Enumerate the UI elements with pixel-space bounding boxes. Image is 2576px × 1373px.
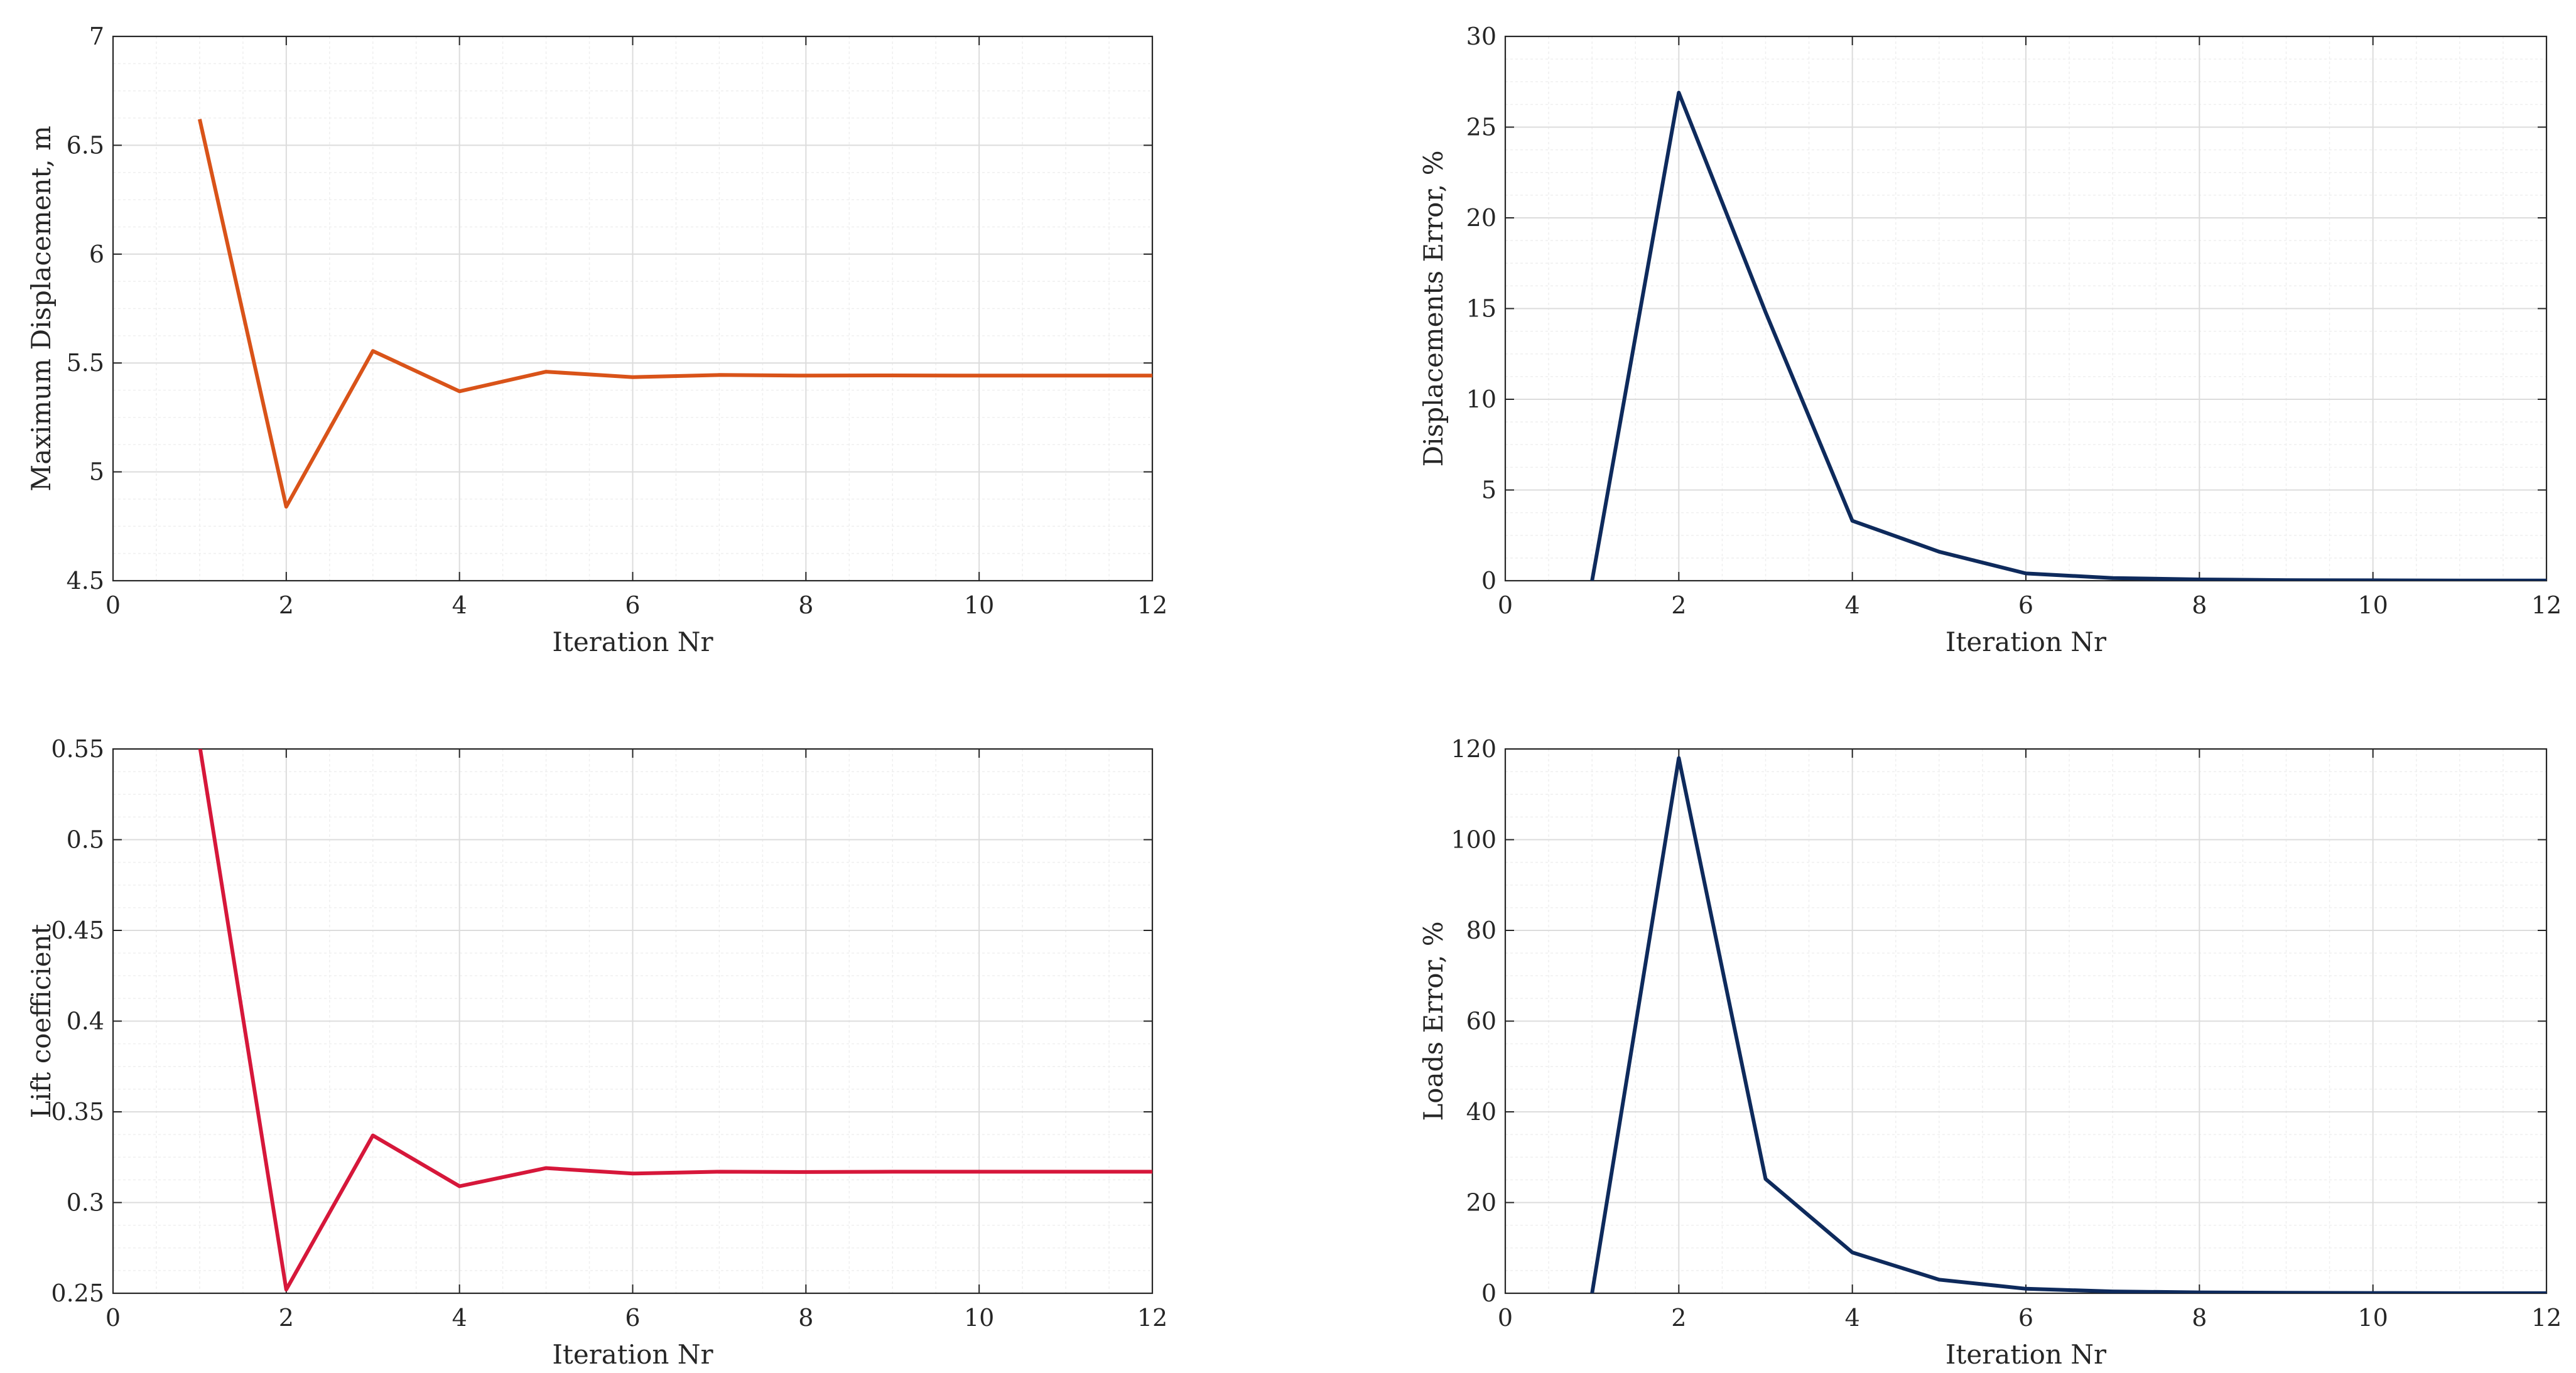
y-axis-label: Displacements Error, % <box>1418 150 1449 466</box>
y-tick-label: 0.45 <box>51 917 104 944</box>
y-tick-label: 0.35 <box>51 1098 104 1126</box>
x-tick-label: 2 <box>1671 1304 1686 1332</box>
y-tick-label: 100 <box>1451 826 1496 854</box>
x-tick-label: 12 <box>2531 591 2562 619</box>
x-axis-label: Iteration Nr <box>552 627 713 657</box>
chart-1: 0 2 4 6 8 10 12 4.5 5 5.5 6 6.5 7 Iteration Nr Maximum… <box>26 23 1167 657</box>
x-tick-label: 6 <box>2018 1304 2033 1332</box>
x-tick-label: 8 <box>2192 1304 2207 1332</box>
chart-3: 0 2 4 6 8 10 12 0.25 0.3 0.35 0.4 0.45 0.5 0.55 Iterat… <box>26 735 1167 1370</box>
y-tick-label: 5 <box>89 458 104 486</box>
x-axis-label: Iteration Nr <box>552 1339 713 1370</box>
chart-2: 0 2 4 6 8 10 12 0 5 10 15 20 25 30 Iteration Nr Displac… <box>1418 23 2562 657</box>
y-axis-label: Maximum Displacement, m <box>26 126 57 492</box>
x-tick-label: 2 <box>279 591 294 619</box>
series-line <box>197 119 1152 509</box>
y-tick-label: 0.5 <box>67 826 104 854</box>
x-tick-label: 0 <box>1498 1304 1513 1332</box>
y-tick-label: 7 <box>89 23 104 50</box>
x-tick-label: 12 <box>1137 591 1167 619</box>
y-tick-label: 4.5 <box>67 567 104 595</box>
x-tick-label: 6 <box>625 591 640 619</box>
x-tick-label: 10 <box>964 591 994 619</box>
y-tick-label: 0.25 <box>51 1279 104 1307</box>
y-tick-label: 0 <box>1481 567 1496 595</box>
y-tick-label: 6 <box>89 240 104 268</box>
y-axis-label: Lift coefficient <box>26 923 57 1118</box>
x-tick-label: 10 <box>2357 1304 2388 1332</box>
x-tick-label: 12 <box>2531 1304 2562 1332</box>
x-tick-label: 2 <box>279 1304 294 1332</box>
x-tick-label: 4 <box>1845 591 1860 619</box>
x-tick-label: 10 <box>2357 591 2388 619</box>
x-tick-label: 0 <box>106 591 121 619</box>
y-tick-label: 120 <box>1451 735 1496 763</box>
x-tick-label: 6 <box>2018 591 2033 619</box>
x-tick-label: 10 <box>964 1304 994 1332</box>
y-tick-label: 15 <box>1466 295 1496 323</box>
y-tick-label: 0.4 <box>67 1008 104 1035</box>
y-tick-label: 25 <box>1466 114 1496 141</box>
y-tick-label: 80 <box>1466 917 1496 944</box>
y-tick-label: 0.55 <box>51 735 104 763</box>
x-axis-label: Iteration Nr <box>1946 627 2107 657</box>
y-tick-label: 0.3 <box>67 1189 104 1217</box>
x-tick-label: 2 <box>1671 591 1686 619</box>
y-tick-label: 20 <box>1466 204 1496 232</box>
series-line <box>198 749 1152 1292</box>
y-axis-label: Loads Error, % <box>1418 921 1449 1121</box>
x-tick-label: 0 <box>1498 591 1513 619</box>
series-line <box>1590 90 2546 581</box>
x-tick-label: 4 <box>452 591 467 619</box>
x-tick-label: 8 <box>798 1304 813 1332</box>
y-tick-label: 60 <box>1466 1008 1496 1035</box>
x-axis-label: Iteration Nr <box>1946 1339 2107 1370</box>
y-tick-label: 20 <box>1466 1189 1496 1217</box>
x-tick-label: 12 <box>1137 1304 1167 1332</box>
y-tick-label: 5 <box>1481 477 1496 504</box>
x-tick-label: 8 <box>798 591 813 619</box>
y-tick-label: 5.5 <box>67 349 104 377</box>
y-tick-label: 6.5 <box>67 131 104 159</box>
x-tick-label: 4 <box>1845 1304 1860 1332</box>
series-line <box>1590 756 2546 1293</box>
x-tick-label: 8 <box>2192 591 2207 619</box>
x-tick-label: 0 <box>106 1304 121 1332</box>
y-tick-label: 10 <box>1466 385 1496 413</box>
y-tick-label: 0 <box>1481 1279 1496 1307</box>
y-tick-label: 30 <box>1466 23 1496 50</box>
x-tick-label: 4 <box>452 1304 467 1332</box>
x-tick-label: 6 <box>625 1304 640 1332</box>
y-tick-label: 40 <box>1466 1098 1496 1126</box>
